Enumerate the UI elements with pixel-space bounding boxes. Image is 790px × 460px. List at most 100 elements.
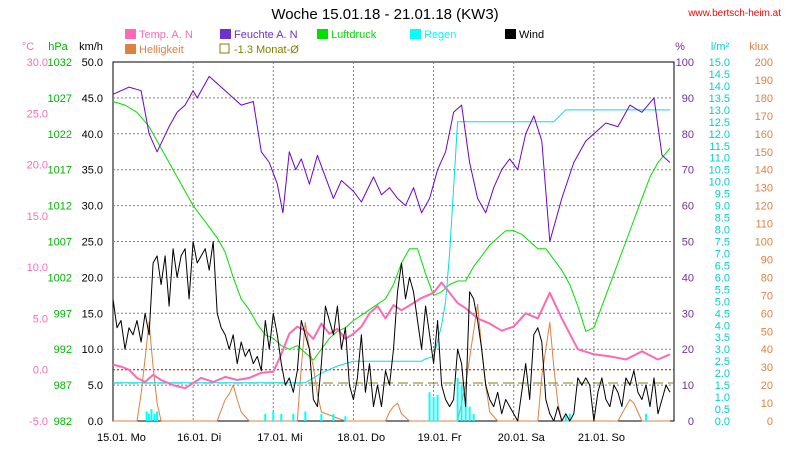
axis-2-tick: 35.0 (82, 165, 103, 177)
axis-unit-labels: °C hPa km/h% l/m² klux (22, 41, 769, 53)
x-axis-label: 16.01. Di (177, 432, 221, 444)
axis-5-tick: 0 (767, 416, 773, 428)
legend-swatch (125, 29, 136, 39)
axis-4-tick: 12.5 (709, 117, 730, 129)
axis-3-tick: 100 (676, 57, 694, 69)
axis-5-tick: 40 (761, 344, 773, 356)
axis-2-tick: 45.0 (82, 93, 103, 105)
x-axis-labels: 15.01. Mo 16.01. Di 17.01. Mi 18.01. Do 19.0… (97, 432, 625, 444)
axis-0-tick: 15.0 (27, 211, 48, 223)
axis-2-tick: 50.0 (82, 57, 103, 69)
axis-4-tick: 11.0 (709, 153, 730, 165)
axis-4-tick: 3.0 (715, 344, 730, 356)
axis-1-tick: 1002 (48, 272, 72, 284)
axis-4-tick: 5.5 (715, 284, 730, 296)
axis-5-tick: 120 (755, 201, 773, 213)
axis-2-tick: 40.0 (82, 129, 103, 141)
axis-4-tick: 7.0 (715, 248, 730, 260)
axis-unit-0: °C (22, 41, 34, 53)
axis-5-tick: 130 (755, 183, 773, 195)
legend-label: Helligkeit (139, 44, 184, 56)
axis-2-tick: 20.0 (82, 272, 103, 284)
axis-5-tick: 50 (761, 326, 773, 338)
axis-0-tick: 25.0 (27, 108, 48, 120)
axis-0-tick: 5.0 (33, 313, 48, 325)
axis-5-tick: 190 (755, 75, 773, 87)
axis-4-tick: 7.5 (715, 237, 730, 249)
axis-4-tick: 1.5 (715, 380, 730, 392)
legend-label: Feuchte A. N (234, 29, 298, 41)
x-axis-label: 21.01. So (578, 432, 625, 444)
axis-4-tick: 8.0 (715, 225, 730, 237)
axis-4-tick: 12.0 (709, 129, 730, 141)
axis-1-tick: 997 (54, 308, 72, 320)
axis-3-tick: 70 (682, 165, 694, 177)
axis-0-tick: 20.0 (27, 160, 48, 172)
axis-3-tick: 20 (682, 344, 694, 356)
x-axis-label: 19.01. Fr (418, 432, 462, 444)
axis-2-tick: 15.0 (82, 308, 103, 320)
series-line-feuchte-a-n (112, 75, 671, 242)
legend-swatch (125, 44, 136, 54)
axis-4-tick: 15.0 (709, 57, 730, 69)
legend-label: -1.3 Monat-Ø (234, 44, 299, 56)
axis-3-tick: 0 (688, 416, 694, 428)
series-line-regen (113, 109, 670, 384)
series-line-wind (112, 241, 671, 422)
axis-5-tick: 200 (755, 57, 773, 69)
axis-5-tick: 70 (761, 290, 773, 302)
axis-5-tick: 160 (755, 129, 773, 141)
axis-4-tick: 4.5 (715, 308, 730, 320)
legend-swatch (220, 29, 231, 39)
legend: Temp. A. N Feuchte A. N Luftdruck Regen Wind… (125, 29, 544, 56)
source-link[interactable]: www.bertsch-heim.at (687, 8, 781, 19)
axis-5-tick: 60 (761, 308, 773, 320)
axis-2-tick: 0.0 (88, 416, 103, 428)
axis-0-tick: 30.0 (27, 57, 48, 69)
axis-4-tick: 5.0 (715, 296, 730, 308)
axis-3-tick: 30 (682, 308, 694, 320)
axis-tick-labels: -5.0 0.0 5.0 10.0 15.0 20.0 25.0 30.0 982 987 992 9… (27, 57, 773, 428)
axis-5-tick: 30 (761, 362, 773, 374)
axis-2-tick: 10.0 (82, 344, 103, 356)
legend-label: Temp. A. N (139, 29, 193, 41)
x-axis-label: 18.01. Do (337, 432, 385, 444)
x-axis-label: 15.01. Mo (97, 432, 146, 444)
axis-3-tick: 40 (682, 272, 694, 284)
legend-swatch (505, 29, 516, 39)
axis-5-tick: 150 (755, 147, 773, 159)
axis-2-tick: 5.0 (88, 380, 103, 392)
axis-5-tick: 180 (755, 93, 773, 105)
axis-1-tick: 1022 (48, 129, 72, 141)
axis-4-tick: 14.0 (709, 81, 730, 93)
legend-swatch (219, 43, 230, 54)
axis-4-tick: 10.5 (709, 165, 730, 177)
axis-3-tick: 10 (682, 380, 694, 392)
axis-1-tick: 1027 (48, 93, 72, 105)
axis-4-tick: 10.0 (709, 177, 730, 189)
axis-4-tick: 11.5 (709, 141, 730, 153)
x-axis-label: 20.01. Sa (498, 432, 546, 444)
axis-4-tick: 6.0 (715, 272, 730, 284)
axis-0-tick: 10.0 (27, 262, 48, 274)
axis-0-tick: -5.0 (29, 416, 48, 428)
axis-1-tick: 1007 (48, 237, 72, 249)
series-line-temp-a-n (112, 281, 671, 390)
axis-2-tick: 30.0 (82, 201, 103, 213)
legend-label: Wind (519, 29, 544, 41)
axis-5-tick: 90 (761, 254, 773, 266)
axis-5-tick: 110 (755, 219, 773, 231)
axis-5-tick: 140 (755, 165, 773, 177)
axis-3-tick: 90 (682, 93, 694, 105)
axis-1-tick: 1012 (48, 201, 72, 213)
axis-4-tick: 3.5 (715, 332, 730, 344)
axis-5-tick: 170 (755, 111, 773, 123)
axis-4-tick: 1.0 (715, 392, 730, 404)
axis-unit-3: % (675, 41, 685, 53)
chart-title: Woche 15.01.18 - 21.01.18 (KW3) (271, 6, 498, 23)
series-line-luftdruck (112, 101, 671, 361)
axis-1-tick: 1032 (48, 57, 72, 69)
axis-unit-5: klux (749, 41, 769, 53)
